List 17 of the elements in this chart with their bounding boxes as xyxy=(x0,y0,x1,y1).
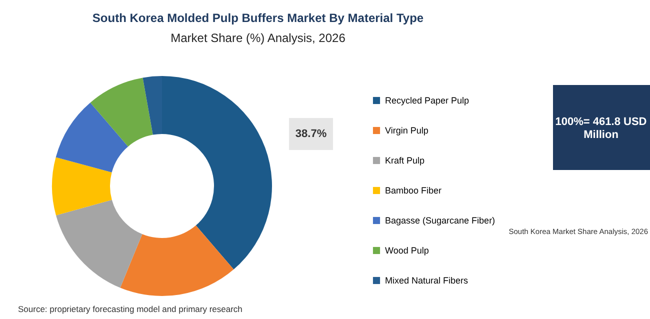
source-note: Source: proprietary forecasting model and primary research xyxy=(18,304,243,314)
donut-slice xyxy=(56,102,128,172)
text: 100%= 461.8 USD Million xyxy=(555,116,647,141)
donut-slice xyxy=(52,157,112,216)
legend-label: Recycled Paper Pulp xyxy=(385,96,470,106)
donut-slice xyxy=(56,200,142,288)
legend-label: Mixed Natural Fibers xyxy=(385,276,469,286)
donut-slice xyxy=(120,225,234,296)
legend-label: Bagasse (Sugarcane Fiber) xyxy=(385,216,496,226)
data-label: 38.7% xyxy=(295,128,327,140)
donut-slice xyxy=(90,78,153,147)
chart-subtitle: Market Share (%) Analysis, 2026 xyxy=(170,31,346,45)
legend-label: Virgin Pulp xyxy=(385,126,428,136)
legend-label: Wood Pulp xyxy=(385,246,429,256)
legend-label: Bamboo Fiber xyxy=(385,186,442,196)
chart-title: South Korea Molded Pulp Buffers Market By Material Type xyxy=(92,11,424,25)
legend-label: Kraft Pulp xyxy=(385,156,425,166)
